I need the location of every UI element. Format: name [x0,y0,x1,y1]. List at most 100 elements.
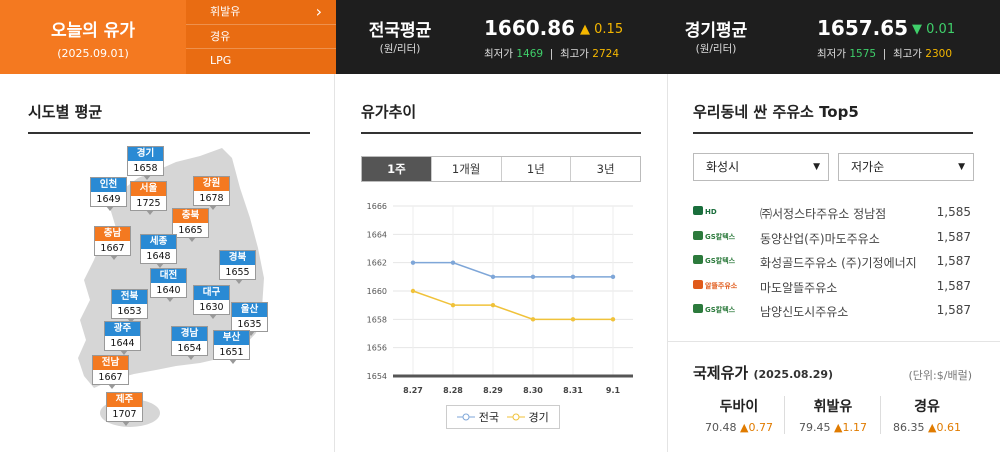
region-name: 전북 [112,290,147,304]
region-pin[interactable]: 대구 1630 [193,285,230,319]
brand-logo-icon: GS칼텍스 [693,255,739,268]
region-name: 서울 [131,182,166,196]
tab-1week[interactable]: 1주 [362,157,432,181]
region-select-value: 화성시 [706,160,740,174]
station-row[interactable]: HD ㈜서정스타주유소 정남점 1,585 [693,203,973,223]
region-pin[interactable]: 충북 1665 [172,208,209,242]
intl-item-name: 두바이 [719,399,759,415]
gyeonggi-price: 1657.65 [817,16,909,40]
region-pin[interactable]: 경기 1658 [127,146,164,180]
region-price: 1648 [146,251,171,262]
intl-change: 0.77 [748,421,773,434]
region-pin[interactable]: 경북 1655 [219,250,256,284]
data-point [570,317,576,322]
intl-item-name: 경유 [914,399,940,415]
tab-1year[interactable]: 1년 [502,157,572,181]
region-price: 1653 [117,306,142,317]
data-point [610,274,616,280]
region-name: 전남 [93,356,128,370]
min-label: 최저가 [484,48,513,60]
intl-value: 86.35 [893,421,925,434]
y-tick-label: 1666 [367,202,387,211]
national-unit: (원/리터) [379,43,421,55]
region-price: 1655 [225,267,250,278]
chart-svg: 1654 1656 1658 1660 1662 1664 1666 8.27 8.28 8.29… [367,202,633,395]
x-tick-label: 9.1 [606,386,621,395]
station-row[interactable]: GS칼텍스 동양산업(주)마도주유소 1,587 [693,228,973,248]
region-pin[interactable]: 전북 1653 [111,289,148,323]
tab-1month[interactable]: 1개월 [432,157,502,181]
fuel-menu-diesel[interactable]: 경유 [186,25,336,50]
tab-3year[interactable]: 3년 [596,162,615,176]
triangle-up-icon: ▲ [928,421,937,434]
data-point [490,274,496,280]
gyeonggi-max: 2300 [925,48,953,60]
region-pin[interactable]: 대전 1640 [150,268,187,302]
price-trend-chart: 1654 1656 1658 1660 1662 1664 1666 8.27 8.28 8.29… [361,190,641,440]
divider [334,74,335,452]
region-name: 대구 [194,286,229,300]
region-select[interactable]: 화성시 ▼ [693,153,829,181]
region-name: 제주 [107,393,142,407]
region-price: 1630 [199,302,224,313]
region-pin[interactable]: 강원 1678 [193,176,230,210]
gyeonggi-title: 경기평균 [684,21,748,41]
station-row[interactable]: 알뜰주유소 마도알뜰주유소 1,587 [693,277,973,297]
chevron-right-icon: › [315,2,322,21]
region-pin[interactable]: 부산 1651 [213,330,250,364]
region-pin[interactable]: 경남 1654 [171,326,208,360]
sort-select[interactable]: 저가순 ▼ [838,153,974,181]
station-row[interactable]: GS칼텍스 남양신도시주유소 1,587 [693,301,973,321]
fuel-menu-gasoline[interactable]: 휘발유 › [186,0,336,25]
section-underline [361,132,641,134]
triangle-down-icon: ▼ [912,22,922,37]
national-change: ▲ 0.15 [580,22,623,37]
intl-value: 70.48 [705,421,737,434]
series-line [412,290,613,321]
gyeonggi-average: 경기평균 (원/리터) 1657.65 ▼ 0.01 최저가 1575 | 최고… [666,0,1000,74]
region-pin[interactable]: 전남 1667 [92,355,129,389]
region-name: 충북 [173,209,208,223]
x-tick-label: 8.31 [563,386,583,395]
gyeonggi-unit: (원/리터) [695,43,737,55]
gyeonggi-change: ▼ 0.01 [912,22,955,37]
region-name: 경남 [172,327,207,341]
intl-item-value: 79.45 ▲1.17 [788,421,878,434]
region-pin[interactable]: 인천 1649 [90,177,127,211]
region-price: 1658 [133,163,158,174]
region-name: 충남 [95,227,130,241]
y-tick-label: 1664 [367,230,387,239]
station-row[interactable]: GS칼텍스 화성골드주유소 (주)기정에너지 1,587 [693,252,973,272]
intl-item-value: 70.48 ▲0.77 [694,421,784,434]
period-tabs: 1주 1개월 1년 3년 [361,156,641,182]
trend-title: 유가추이 [361,103,417,121]
fuel-menu-label: LPG [210,54,232,68]
triangle-up-icon: ▲ [580,22,590,37]
y-tick-label: 1662 [367,259,387,268]
divider [668,341,1000,342]
region-pin[interactable]: 서울 1725 [130,181,167,215]
region-pin[interactable]: 울산 1635 [231,302,268,336]
fuel-menu-lpg[interactable]: LPG [186,49,336,74]
region-pin[interactable]: 충남 1667 [94,226,131,260]
region-name: 인천 [91,178,126,192]
region-pin[interactable]: 세종 1648 [140,234,177,268]
national-price: 1660.86 [484,16,576,40]
station-name: 동양산업(주)마도주유소 [760,231,880,246]
region-pin[interactable]: 제주 1707 [106,392,143,426]
sort-select-value: 저가순 [851,160,885,174]
data-point [570,274,576,280]
intl-item-gasoline: 휘발유 79.45 ▲1.17 [788,396,878,434]
data-point [450,302,456,308]
region-name: 부산 [214,331,249,345]
brand-logo-icon: 알뜰주유소 [693,279,739,293]
fuel-type-menu: 휘발유 › 경유 LPG [186,0,336,74]
brand-logo-icon: GS칼텍스 [693,230,739,244]
caret-down-icon: ▼ [813,162,820,172]
data-point [410,260,416,265]
data-point [610,317,616,322]
station-price: 1,587 [936,254,971,268]
data-point [450,260,456,265]
region-pin[interactable]: 광주 1644 [104,321,141,355]
station-price: 1,585 [936,205,971,219]
